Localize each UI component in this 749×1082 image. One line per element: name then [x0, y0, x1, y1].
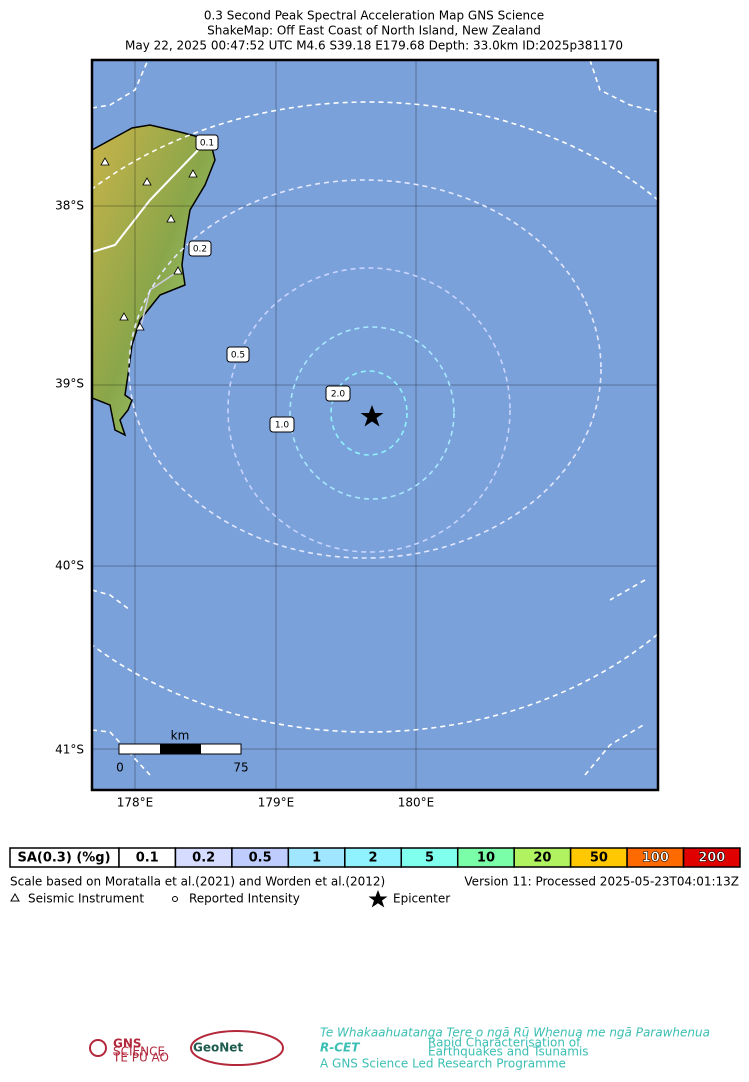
lon-label: 178°E	[117, 796, 154, 810]
legend-label: 100	[642, 851, 669, 866]
legend-label: 10	[477, 851, 495, 866]
lat-label: 38°S	[55, 199, 84, 213]
legend-label: 20	[533, 851, 551, 866]
contour-label: 2.0	[331, 390, 346, 400]
legend-label: 0.2	[192, 851, 215, 866]
scale-bar: km 0 75	[116, 729, 248, 775]
lat-label: 41°S	[55, 743, 84, 757]
logo-text: GeoNet	[193, 1041, 243, 1055]
contour-labels: 0.1 0.2 0.5 1.0 2.0	[188, 134, 351, 433]
legend: SA(0.3) (%g) 0.1 0.2 0.5 1 2 5 10 20 50 100 200	[9, 847, 741, 868]
lon-label: 179°E	[258, 796, 295, 810]
logos: GNS SCIENCE TE PŪ AO GeoNet Te Whakaahua…	[89, 1026, 710, 1071]
scale-end: 75	[233, 761, 248, 775]
legend-label: 5	[425, 851, 434, 866]
logo-text: Te Whakaahuatanga Tere o ngā Rū Whenua m…	[320, 1026, 710, 1040]
logo-text: Rapid Characterisation of	[428, 1036, 581, 1050]
legend-label: 0.5	[249, 851, 272, 866]
contour-label: 0.5	[231, 351, 245, 361]
legend-label: 2	[369, 851, 378, 866]
lon-label: 180°E	[398, 796, 435, 810]
logo-text: TE PŪ AO	[112, 1051, 169, 1065]
legend-label: 0.1	[136, 851, 159, 866]
epicenter	[360, 405, 384, 427]
map-frame	[90, 58, 660, 792]
map: 0.1 0.2 0.5 1.0 2.0 km 0 75	[92, 60, 658, 790]
contours	[92, 60, 658, 776]
scale-note: Scale based on Moratalla et al.(2021) an…	[10, 875, 385, 889]
subtitle: ShakeMap: Off East Coast of North Island…	[207, 24, 541, 38]
contour-land	[92, 147, 201, 253]
stations	[100, 157, 198, 331]
scale-unit: km	[171, 729, 190, 743]
legend-label: 50	[590, 851, 608, 866]
lat-label: 39°S	[55, 377, 84, 391]
icon-epicenter	[368, 890, 388, 908]
legend-header: SA(0.3) (%g)	[17, 851, 110, 866]
legend-label: 1	[312, 851, 321, 866]
icon-intensity	[172, 896, 178, 902]
version: Version 11: Processed 2025-05-23T04:01:1…	[464, 875, 739, 889]
contour-label: 1.0	[275, 421, 290, 431]
contour-label: 0.1	[200, 139, 214, 149]
icon-instrument	[10, 892, 20, 902]
logo-text: SCIENCE	[113, 1045, 165, 1059]
contour-label: 0.2	[193, 245, 207, 255]
logo-text: Earthquakes and Tsunamis	[428, 1045, 589, 1059]
title: 0.3 Second Peak Spectral Acceleration Ma…	[204, 9, 544, 23]
lat-label: 40°S	[55, 559, 84, 573]
event-info: May 22, 2025 00:47:52 UTC M4.6 S39.18 E1…	[125, 39, 623, 53]
symbol-label: Seismic Instrument	[28, 892, 144, 906]
scale-start: 0	[116, 761, 124, 775]
logo-text: R-CET	[320, 1041, 360, 1055]
legend-label: 200	[698, 851, 725, 866]
logo-text: A GNS Science Led Research Programme	[320, 1057, 566, 1071]
legend-swatch	[682, 847, 741, 868]
logo-text: GNS	[113, 1037, 142, 1051]
symbol-label: Epicenter	[393, 892, 450, 906]
symbol-label: Reported Intensity	[189, 892, 300, 906]
